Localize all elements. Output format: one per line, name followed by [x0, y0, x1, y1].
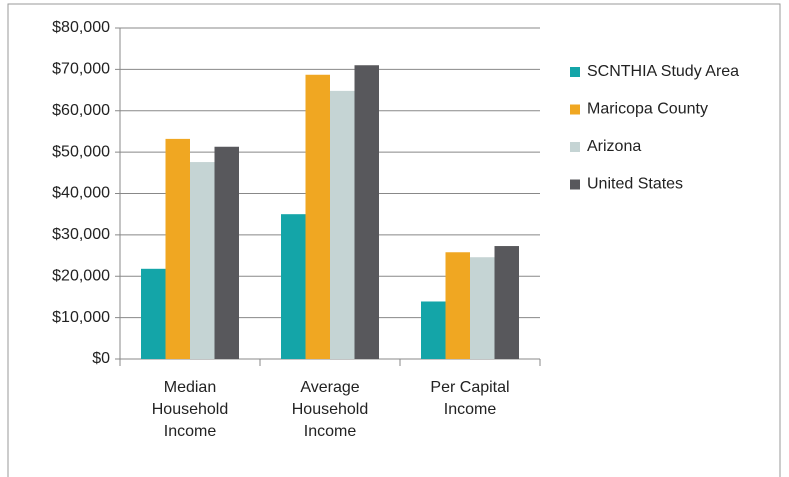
x-tick-label: Per Capital Income — [430, 379, 510, 418]
y-tick-label: $20,000 — [52, 267, 110, 284]
legend-label: Maricopa County — [587, 101, 708, 118]
bar — [165, 138, 190, 359]
bar — [445, 252, 470, 359]
bar — [330, 90, 355, 359]
bar — [494, 246, 519, 359]
bar — [281, 214, 306, 359]
x-tick-label: Average Household Income — [291, 379, 369, 440]
y-tick-label: $70,000 — [52, 61, 110, 78]
y-tick-label: $50,000 — [52, 143, 110, 160]
chart-frame — [7, 3, 781, 477]
bar — [354, 65, 379, 360]
y-tick-label: $40,000 — [52, 185, 110, 202]
y-tick-label: $80,000 — [52, 19, 110, 36]
bar — [470, 257, 495, 359]
y-tick-label: $30,000 — [52, 226, 110, 243]
legend-label: Arizona — [587, 138, 641, 155]
y-tick-label: $0 — [92, 350, 110, 367]
legend-label: SCNTHIA Study Area — [587, 63, 739, 80]
y-tick-label: $10,000 — [52, 309, 110, 326]
bar — [141, 268, 166, 359]
legend-swatch — [570, 179, 580, 190]
y-tick-label: $60,000 — [52, 102, 110, 119]
bar — [214, 146, 239, 359]
legend-swatch — [570, 67, 580, 77]
bar — [305, 74, 330, 359]
legend-swatch — [570, 104, 580, 115]
x-tick-label: Median Household Income — [151, 379, 229, 440]
legend-swatch — [570, 142, 580, 152]
bar — [421, 301, 446, 359]
legend-label: United States — [587, 176, 683, 193]
bar — [190, 162, 215, 359]
